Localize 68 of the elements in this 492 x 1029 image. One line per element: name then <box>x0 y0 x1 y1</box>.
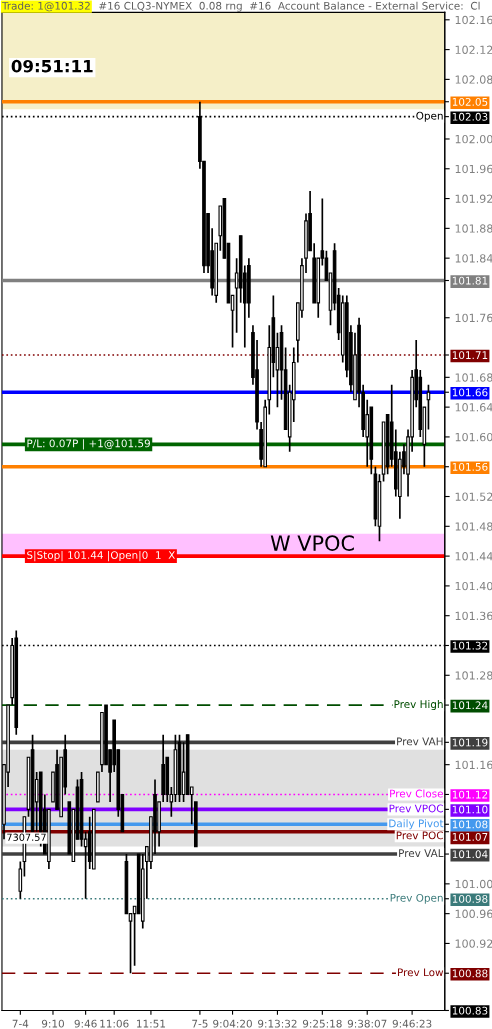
x-tick-label: 11:06 <box>100 1019 129 1028</box>
y-tick-label: 101.64 <box>455 403 492 412</box>
x-tick-label: 9:04:20 <box>213 1019 252 1028</box>
y2-tick-label: 102.05 <box>452 97 488 106</box>
x-tick-label: 9:46:23 <box>392 1019 432 1028</box>
x-tick-label: 9:25:18 <box>302 1019 342 1028</box>
y2-tick-label: 100.88 <box>452 969 488 978</box>
band-label: W VPOC <box>270 535 354 551</box>
x-tick-label: 9:10 <box>41 1019 64 1028</box>
y2-tick-label: 101.66 <box>452 388 488 397</box>
y-tick-label: 101.68 <box>455 373 492 382</box>
x-tick-label: 7-5 <box>192 1019 208 1028</box>
ref-line-label: Prev Open <box>390 893 443 904</box>
y-tick-label: 101.60 <box>455 432 492 442</box>
ref-line-label: Prev High <box>394 700 443 711</box>
y2-tick-label: 101.71 <box>452 351 488 360</box>
y-tick-label: 101.92 <box>455 194 492 203</box>
y-tick-label: 101.48 <box>455 522 492 531</box>
y-tick-label: 102.12 <box>455 45 492 54</box>
annotation: 09:51:11 <box>11 59 93 73</box>
y-tick-label: 100.96 <box>455 909 492 919</box>
ref-line-label: Prev POC <box>396 831 443 840</box>
y2-tick-label: 101.24 <box>452 701 488 710</box>
ref-line-label: Prev Close <box>390 789 443 798</box>
annotation: S|Stop| 101.44 |Open|0 1 X <box>27 550 175 562</box>
y2-tick-label: 101.56 <box>452 462 488 471</box>
y-tick-label: 101.76 <box>455 313 492 323</box>
y2-tick-label: 101.32 <box>452 641 488 650</box>
ref-line-label: Prev Low <box>398 968 444 977</box>
y-tick-label: 101.36 <box>455 611 492 621</box>
x-tick-label: 9:38:07 <box>347 1019 387 1028</box>
y2-tick-label: 101.04 <box>452 850 488 859</box>
y-tick-label: 102.16 <box>455 15 492 25</box>
y2-tick-label: 100.83 <box>452 1006 488 1015</box>
ref-line-label: Prev VAL <box>399 849 444 858</box>
annotation: P/L: 0.07P | +1@101.59 <box>27 439 150 450</box>
y2-tick-label: 101.19 <box>452 738 488 747</box>
x-tick-label: 9:13:32 <box>258 1019 297 1028</box>
x-tick-label: 7-4 <box>12 1019 29 1028</box>
ref-line-label: Daily Pivot <box>389 819 444 830</box>
y2-tick-label: 101.07 <box>452 832 488 841</box>
y-tick-label: 101.00 <box>455 879 492 889</box>
ref-line-label: Prev VAH <box>397 737 443 746</box>
y-tick-label: 101.84 <box>455 254 492 263</box>
y-tick-label: 101.28 <box>455 671 492 680</box>
y2-tick-label: 101.12 <box>452 790 488 799</box>
y-tick-label: 102.00 <box>455 134 492 144</box>
y-tick-label: 101.88 <box>455 224 492 233</box>
y-tick-label: 101.96 <box>455 164 492 174</box>
y2-tick-label: 101.10 <box>452 805 488 814</box>
chart-title: Trade: 1@101.32 <box>1 1 90 12</box>
ref-line-label: Prev VPOC <box>389 804 443 813</box>
candlestick <box>18 860 23 900</box>
x-tick-label: 11:51 <box>137 1019 165 1028</box>
annotation: 7307.57 <box>7 833 46 841</box>
ref-line-label: Open <box>416 111 443 122</box>
y-tick-label: 102.08 <box>455 75 492 84</box>
y2-tick-label: 101.08 <box>452 820 488 829</box>
x-tick-label: 9:46 <box>74 1019 97 1028</box>
y-tick-label: 101.16 <box>455 760 492 770</box>
y-tick-label: 100.92 <box>455 939 492 948</box>
y-tick-label: 101.44 <box>455 552 492 561</box>
y2-tick-label: 101.81 <box>452 276 488 285</box>
y-tick-label: 101.40 <box>455 581 492 591</box>
y2-tick-label: 100.98 <box>452 894 488 903</box>
y2-tick-label: 102.03 <box>452 112 488 121</box>
chart-subtitle: #16 CLQ3-NYMEX 0.08 rng #16 Account Balance - External Service: Cl <box>99 1 480 12</box>
y-tick-label: 101.52 <box>455 492 492 501</box>
